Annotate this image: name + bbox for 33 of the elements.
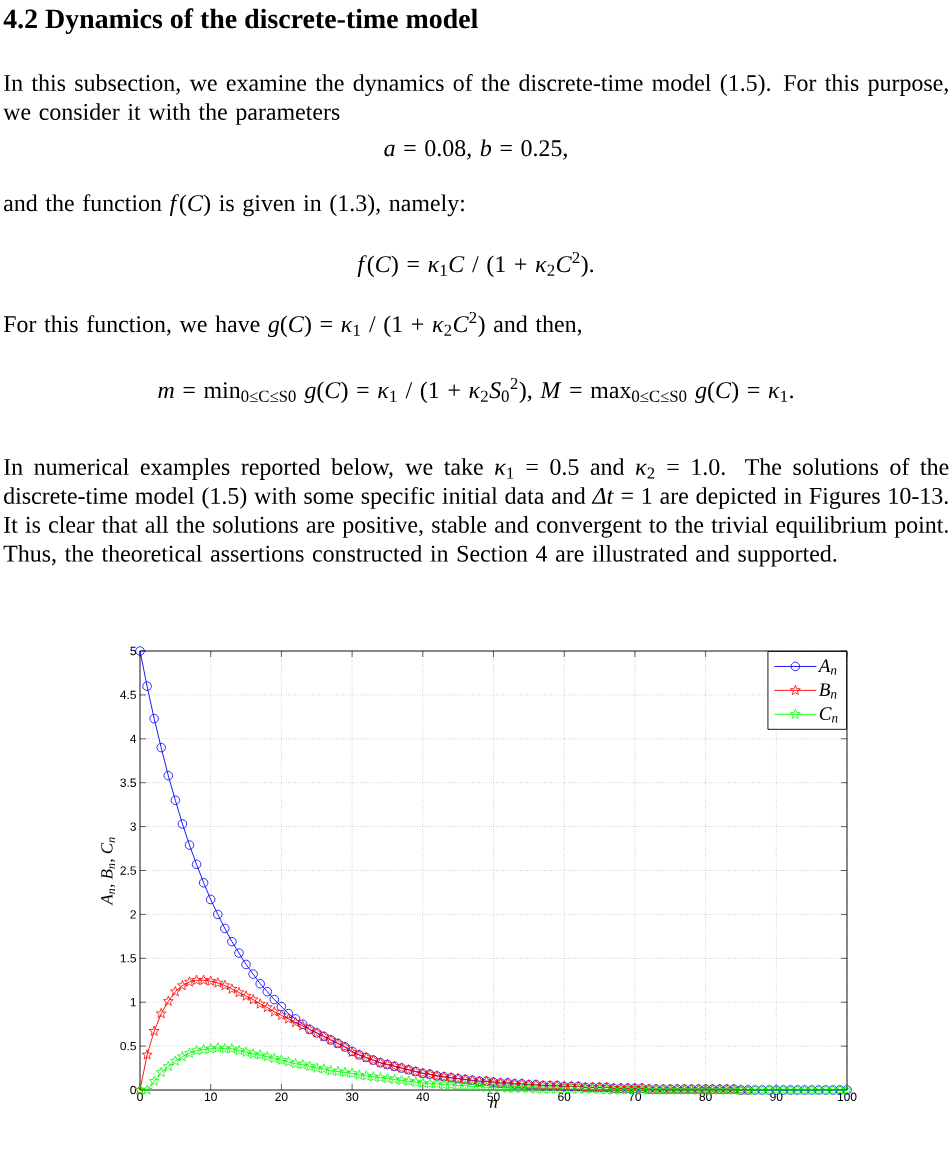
legend-label: B$_{n}$ (818, 683, 837, 699)
y-tick-label: 4 (130, 734, 137, 743)
y-axis-title: A$_{n}$, B$_{n}$, C$_{n}$ (101, 837, 116, 906)
chart-title: 4.2 Dynamics of the discrete-time model (3, 8, 478, 35)
x-tick-label: 40 (416, 1092, 429, 1101)
text: f(C) = κ$_{1}$C / (1 + κ$_{2}$C$^{2}$). (357, 251, 594, 278)
y-tick-label: 3.5 (120, 778, 136, 787)
y-tick-label: 5 (130, 646, 136, 656)
text: a = 0.08, b = 0.25, (384, 139, 567, 160)
x-tick-label: 0 (137, 1092, 143, 1101)
x-tick-label: 50 (487, 1092, 500, 1101)
y-tick-label: 2 (130, 910, 136, 919)
y-tick-label: 3 (130, 822, 136, 831)
y-tick-label: 1 (130, 998, 136, 1007)
y-tick-label: 1.5 (120, 954, 136, 963)
x-tick-label: 10 (204, 1092, 217, 1101)
x-tick-label: 20 (275, 1092, 288, 1101)
text: and the function f(C) is given in (1.3), namely: (4, 194, 464, 217)
y-tick-label: 2.5 (120, 866, 136, 875)
x-tick-label: 100 (837, 1092, 857, 1101)
x-tick-label: 70 (628, 1092, 642, 1101)
legend-label: A$_{n}$ (817, 659, 837, 675)
y-tick-label: 0.5 (120, 1041, 136, 1051)
text: For this function, we have g(C) = κ$_{1}$ / (1 + κ$_{2}$C$^{2}$) and then, (3, 311, 582, 338)
x-tick-label: 90 (770, 1092, 783, 1101)
legend-label: C$_{n}$ (819, 707, 838, 723)
y-tick-label: 4.5 (120, 690, 136, 700)
text: In this subsection, we examine the dynamics of the discrete-time model (1.5). For this purpose, we consider it with the parameters (3, 74, 948, 125)
x-tick-label: 30 (345, 1092, 359, 1101)
text: In numerical examples reported below, we take κ$_{1}$ = 0.5 and κ$_{2}$ = 1.0. The solutions of the discrete-time model (1.5) with some specific initial data and Δt = 1 are depicted in Figures 10-13. It is clear that all the solutions are positive, stable and convergent to the trivial equilibrium point. Thus, the theoretical assertions constructed in Section 4 are illustrated and supported. (3, 458, 949, 567)
x-tick-label: 60 (558, 1092, 571, 1101)
text: m = min$_{0≤C≤S0}$ g(C) = κ$_{1}$ / (1 + κ$_{2}$S$_{0}$$^{2}$), M = max$_{0≤C≤S0}$ g(C) = κ$_{1}$. (158, 377, 793, 404)
x-tick-label: 80 (699, 1092, 712, 1101)
